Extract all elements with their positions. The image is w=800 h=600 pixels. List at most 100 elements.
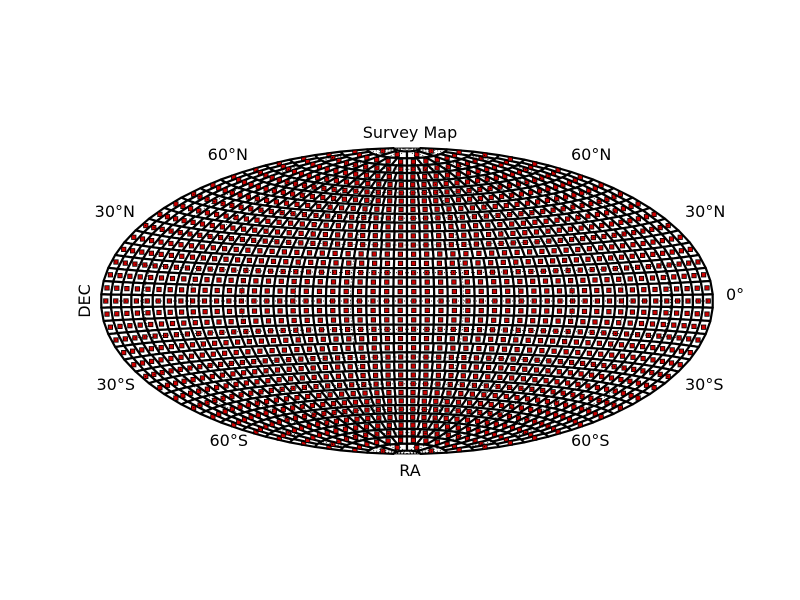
- survey-field-marker: [168, 228, 174, 234]
- survey-field-marker: [473, 241, 480, 247]
- survey-field-marker: [656, 263, 662, 269]
- survey-field-marker: [320, 401, 326, 408]
- survey-field-marker: [385, 381, 392, 387]
- survey-field-marker: [618, 342, 625, 348]
- survey-field-marker: [568, 277, 574, 284]
- survey-field-marker: [674, 286, 680, 292]
- survey-field-marker: [168, 368, 174, 374]
- survey-field-marker: [448, 232, 454, 239]
- survey-field-marker: [599, 373, 605, 380]
- survey-field-marker: [158, 251, 164, 257]
- survey-field-marker: [276, 377, 282, 383]
- survey-field-marker: [363, 424, 370, 430]
- survey-field-marker: [518, 191, 525, 197]
- survey-field-marker: [475, 260, 481, 266]
- survey-field-marker: [226, 298, 232, 304]
- survey-field-marker: [557, 237, 563, 243]
- survey-field-marker: [585, 383, 591, 389]
- survey-field-marker: [137, 322, 143, 328]
- survey-field-marker: [433, 198, 439, 204]
- survey-field-marker: [550, 338, 556, 344]
- survey-field-marker: [384, 335, 391, 342]
- survey-field-marker: [635, 395, 641, 401]
- survey-field-marker: [495, 212, 501, 218]
- survey-field-marker: [240, 226, 247, 232]
- survey-field-marker: [178, 298, 184, 304]
- survey-field-marker: [410, 159, 417, 165]
- survey-field-marker: [347, 232, 353, 238]
- survey-field-marker: [204, 210, 210, 216]
- survey-field-marker: [350, 390, 356, 397]
- survey-field-marker: [295, 259, 301, 265]
- survey-field-marker: [434, 390, 440, 396]
- survey-field-marker: [299, 404, 305, 410]
- survey-field-marker: [432, 181, 438, 187]
- survey-field-marker: [220, 395, 226, 402]
- survey-field-marker: [253, 278, 259, 284]
- survey-field-marker: [485, 374, 491, 380]
- survey-field-marker: [294, 201, 300, 207]
- survey-field-marker: [434, 165, 440, 171]
- survey-field-marker: [192, 320, 198, 326]
- survey-field-marker: [271, 408, 278, 414]
- survey-field-marker: [360, 232, 366, 239]
- survey-field-marker: [398, 363, 404, 369]
- survey-field-marker: [190, 376, 196, 383]
- survey-field-marker: [283, 337, 289, 343]
- survey-field-marker: [532, 377, 538, 383]
- survey-field-marker: [701, 272, 707, 278]
- survey-field-marker: [358, 251, 364, 257]
- survey-field-marker: [640, 343, 646, 350]
- survey-field-marker: [562, 338, 568, 345]
- survey-field-marker: [397, 326, 404, 332]
- survey-field-marker: [371, 270, 377, 276]
- survey-field-marker: [627, 218, 633, 224]
- survey-field-marker: [190, 309, 196, 315]
- survey-field-marker: [158, 275, 165, 281]
- lat-label-left-30s: 30°S: [96, 375, 135, 394]
- survey-field-marker: [364, 189, 370, 195]
- survey-field-marker: [594, 287, 600, 294]
- survey-field-marker: [500, 259, 506, 266]
- survey-field-marker: [606, 309, 612, 315]
- survey-field-marker: [243, 328, 249, 335]
- survey-field-marker: [360, 223, 366, 230]
- survey-field-marker: [131, 234, 137, 240]
- survey-field-marker: [245, 402, 251, 408]
- survey-field-marker: [352, 399, 359, 405]
- survey-field-marker: [114, 311, 120, 317]
- parallel-line: [253, 408, 561, 434]
- survey-field-marker: [370, 288, 376, 295]
- survey-field-marker: [649, 369, 655, 376]
- survey-field-marker: [286, 356, 292, 363]
- survey-field-marker: [651, 384, 657, 391]
- survey-field-marker: [421, 398, 427, 404]
- survey-field-marker: [433, 423, 439, 429]
- survey-field-marker: [114, 285, 120, 291]
- survey-field-marker: [252, 227, 258, 233]
- survey-field-marker: [181, 378, 187, 384]
- survey-field-marker: [397, 288, 403, 295]
- survey-field-marker: [330, 317, 337, 323]
- survey-field-marker: [230, 225, 236, 231]
- survey-field-marker: [332, 345, 338, 352]
- survey-field-marker: [677, 234, 683, 240]
- survey-field-marker: [320, 260, 326, 266]
- survey-field-marker: [451, 279, 457, 285]
- survey-field-marker: [257, 248, 263, 254]
- survey-field-marker: [216, 277, 222, 283]
- survey-field-marker: [313, 383, 319, 390]
- survey-field-marker: [410, 166, 416, 172]
- survey-field-marker: [455, 197, 462, 203]
- survey-field-marker: [269, 347, 275, 354]
- survey-field-marker: [370, 279, 377, 285]
- survey-field-marker: [164, 382, 171, 388]
- survey-field-marker: [210, 245, 216, 251]
- survey-field-marker: [333, 260, 339, 266]
- survey-field-marker: [435, 372, 442, 378]
- survey-field-marker: [265, 278, 272, 284]
- survey-field-marker: [245, 349, 251, 355]
- survey-field-marker: [596, 256, 603, 262]
- survey-field-marker: [609, 352, 615, 358]
- survey-field-marker: [544, 288, 550, 294]
